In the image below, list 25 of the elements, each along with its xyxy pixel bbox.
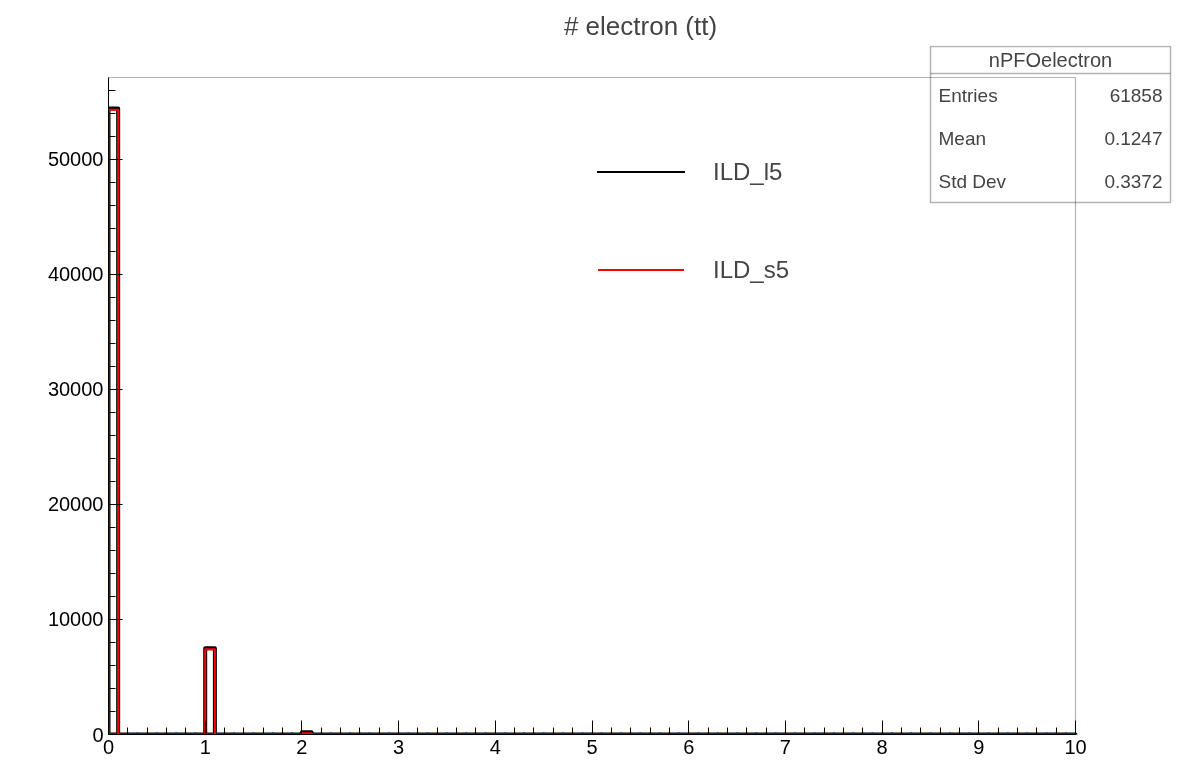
text: 0.3372 xyxy=(1104,170,1163,192)
y-tick-label: 40000 xyxy=(47,263,104,286)
x-tick-label: 9 xyxy=(973,735,985,758)
y-tick-label: 30000 xyxy=(47,378,104,401)
annotation: Std Dev xyxy=(938,170,1007,192)
text: 61858 xyxy=(1109,84,1163,106)
x-tick-label: 7 xyxy=(779,735,791,758)
x-tick-label: 2 xyxy=(296,735,308,758)
x-tick-label: 8 xyxy=(876,735,888,758)
y-tick-label: 10000 xyxy=(47,608,104,631)
x-tick-label: 4 xyxy=(489,735,501,758)
chart-title: # electron (tt) xyxy=(563,10,718,41)
legend-label: ILD_l5 xyxy=(713,158,783,186)
y-tick-label: 20000 xyxy=(47,493,104,516)
text: nPFOelectron xyxy=(988,49,1113,71)
text: 0.1247 xyxy=(1104,127,1163,149)
x-tick-label: 6 xyxy=(683,735,695,758)
x-tick-label: 10 xyxy=(1064,735,1087,758)
x-tick-label: 5 xyxy=(586,735,598,758)
annotation: Mean xyxy=(938,127,987,149)
y-tick-label: 50000 xyxy=(47,148,104,171)
x-tick-label: 1 xyxy=(199,735,211,758)
annotation: Entries xyxy=(938,84,998,106)
x-tick-label: 3 xyxy=(393,735,405,758)
legend-label: ILD_s5 xyxy=(713,256,790,284)
